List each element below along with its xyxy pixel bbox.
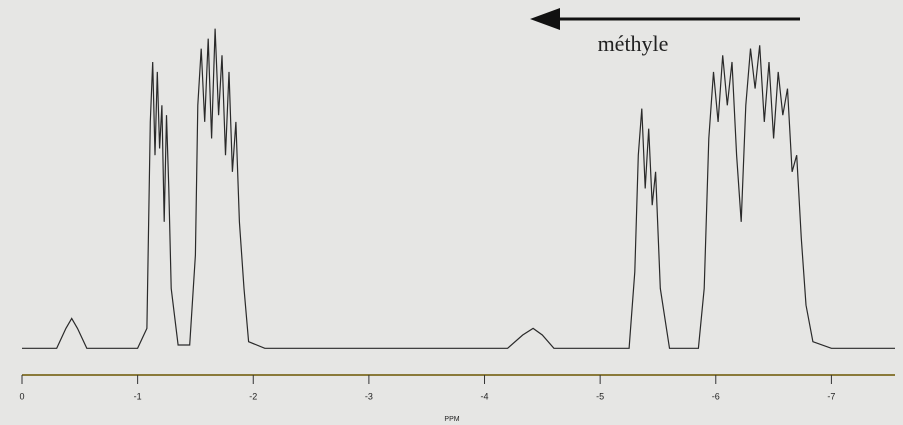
x-tick-label: -4	[481, 391, 489, 401]
x-axis-label: PPM	[444, 416, 459, 423]
spectrum-line	[22, 28, 895, 349]
x-tick-label: -2	[249, 391, 257, 401]
x-tick-label: -5	[596, 391, 604, 401]
annotation: méthyle	[598, 31, 669, 56]
arrow-head	[530, 8, 560, 30]
x-tick-label: -6	[712, 391, 720, 401]
x-tick-label: -3	[365, 391, 373, 401]
x-tick-label: -1	[134, 391, 142, 401]
x-tick-label: 0	[19, 391, 24, 401]
x-tick-label: -7	[827, 391, 835, 401]
